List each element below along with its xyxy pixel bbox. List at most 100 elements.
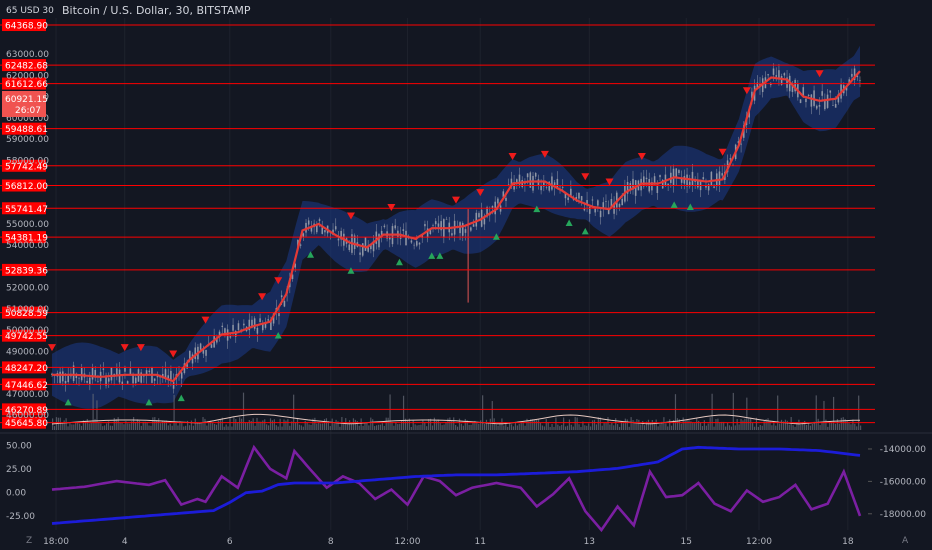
volume-bar [580, 426, 582, 430]
level-label-bg[interactable] [2, 179, 46, 192]
volume-bar [435, 420, 437, 430]
candle-body [324, 230, 326, 233]
volume-bar [175, 421, 177, 430]
buy-marker [64, 398, 72, 406]
candle-body [270, 320, 272, 330]
volume-bar [846, 420, 848, 430]
level-label-bg[interactable] [2, 19, 46, 32]
candle-body [688, 181, 691, 187]
candle-body [234, 330, 237, 337]
osc-left-tick-label: 50.00 [6, 441, 32, 451]
candle-body [78, 377, 80, 379]
level-label-bg[interactable] [2, 202, 46, 215]
candle-body [775, 75, 778, 77]
volume-bar [472, 421, 474, 430]
volume-bar [590, 426, 592, 430]
current-price-label[interactable]: 60921.15 26:07 [2, 91, 48, 117]
candle-body [161, 373, 164, 378]
candle-body [359, 252, 361, 255]
volume-bar [618, 426, 621, 430]
candle-body [597, 200, 599, 206]
volume-bar [645, 421, 648, 430]
price-tick-label: 55000.00 [6, 220, 49, 230]
volume-bar [304, 420, 306, 430]
candle-body [510, 178, 513, 186]
bottom-left-corner[interactable]: Z [26, 536, 32, 546]
volume-bar [834, 423, 837, 430]
level-label-bg[interactable] [2, 59, 46, 72]
volume-bar [256, 417, 258, 430]
price-tick-label: 59000.00 [6, 135, 49, 145]
candle-body [302, 233, 305, 238]
volume-bar [82, 420, 85, 430]
candle-body [618, 203, 621, 207]
x-tick-label: 15 [681, 537, 692, 547]
volume-bar [318, 422, 320, 430]
sell-marker [201, 316, 210, 324]
candle-body [380, 230, 383, 236]
volume-bar [134, 421, 137, 430]
volume-bar [671, 425, 673, 430]
candle-body [707, 184, 710, 191]
volume-bar [293, 394, 295, 430]
level-label-bg[interactable] [2, 159, 46, 172]
level-label-bg[interactable] [2, 329, 46, 342]
volume-bar [512, 426, 515, 430]
candle-body [229, 336, 232, 338]
chart-title: Bitcoin / U.S. Dollar, 30, BITSTAMP [62, 4, 251, 17]
volume-bar [534, 419, 536, 430]
level-label-bg[interactable] [2, 306, 46, 319]
bottom-right-corner[interactable]: A [902, 536, 909, 546]
buy-marker [436, 252, 444, 259]
candle-body [683, 176, 686, 184]
sell-marker [452, 196, 460, 204]
level-label: 55741.47 [5, 205, 48, 215]
volume-bar [375, 425, 378, 430]
volume-bar [701, 426, 704, 430]
level-label-bg[interactable] [2, 231, 46, 244]
candle-body [451, 233, 453, 236]
volume-bar [347, 424, 349, 430]
volume-bar [84, 420, 86, 430]
volume-bar [360, 418, 362, 430]
level-label-bg[interactable] [2, 263, 46, 276]
x-tick-label: 8 [328, 537, 334, 547]
candle-body [237, 323, 240, 330]
buy-marker [533, 205, 541, 213]
volume-bar [462, 425, 464, 430]
volume-bar [88, 423, 90, 430]
volume-bar [132, 417, 135, 430]
candle-body [602, 202, 605, 209]
volume-bar [860, 425, 862, 430]
volume-bar [252, 418, 254, 430]
level-label: 61612.66 [5, 80, 48, 90]
candle-body [283, 300, 286, 307]
level-label-bg[interactable] [2, 122, 46, 135]
volume-bar [800, 424, 802, 430]
candle-body [478, 213, 480, 218]
volume-bar [466, 420, 468, 430]
osc-left-tick-label: -25.00 [6, 512, 35, 522]
buy-marker [565, 219, 573, 226]
volume-bar [80, 425, 83, 430]
level-label-bg[interactable] [2, 416, 46, 429]
x-tick-label: 4 [122, 537, 128, 547]
volume-bar [628, 426, 630, 430]
level-label-bg[interactable] [2, 77, 46, 90]
volume-bar [374, 426, 376, 430]
price-tick-label: 49000.00 [6, 347, 49, 357]
candle-body [80, 367, 83, 381]
candle-body [64, 380, 67, 384]
volume-bar [782, 421, 785, 430]
level-label-bg[interactable] [2, 378, 46, 391]
volume-bar [190, 420, 193, 430]
volume-bar [856, 426, 858, 430]
volume-bar [564, 426, 567, 430]
candle-body [472, 224, 475, 227]
level-label-bg[interactable] [2, 403, 46, 416]
level-label-bg[interactable] [2, 361, 46, 374]
volume-bar [428, 419, 430, 430]
volume-bar [572, 426, 574, 430]
candle-body [815, 105, 818, 109]
volume-bar [397, 424, 399, 430]
